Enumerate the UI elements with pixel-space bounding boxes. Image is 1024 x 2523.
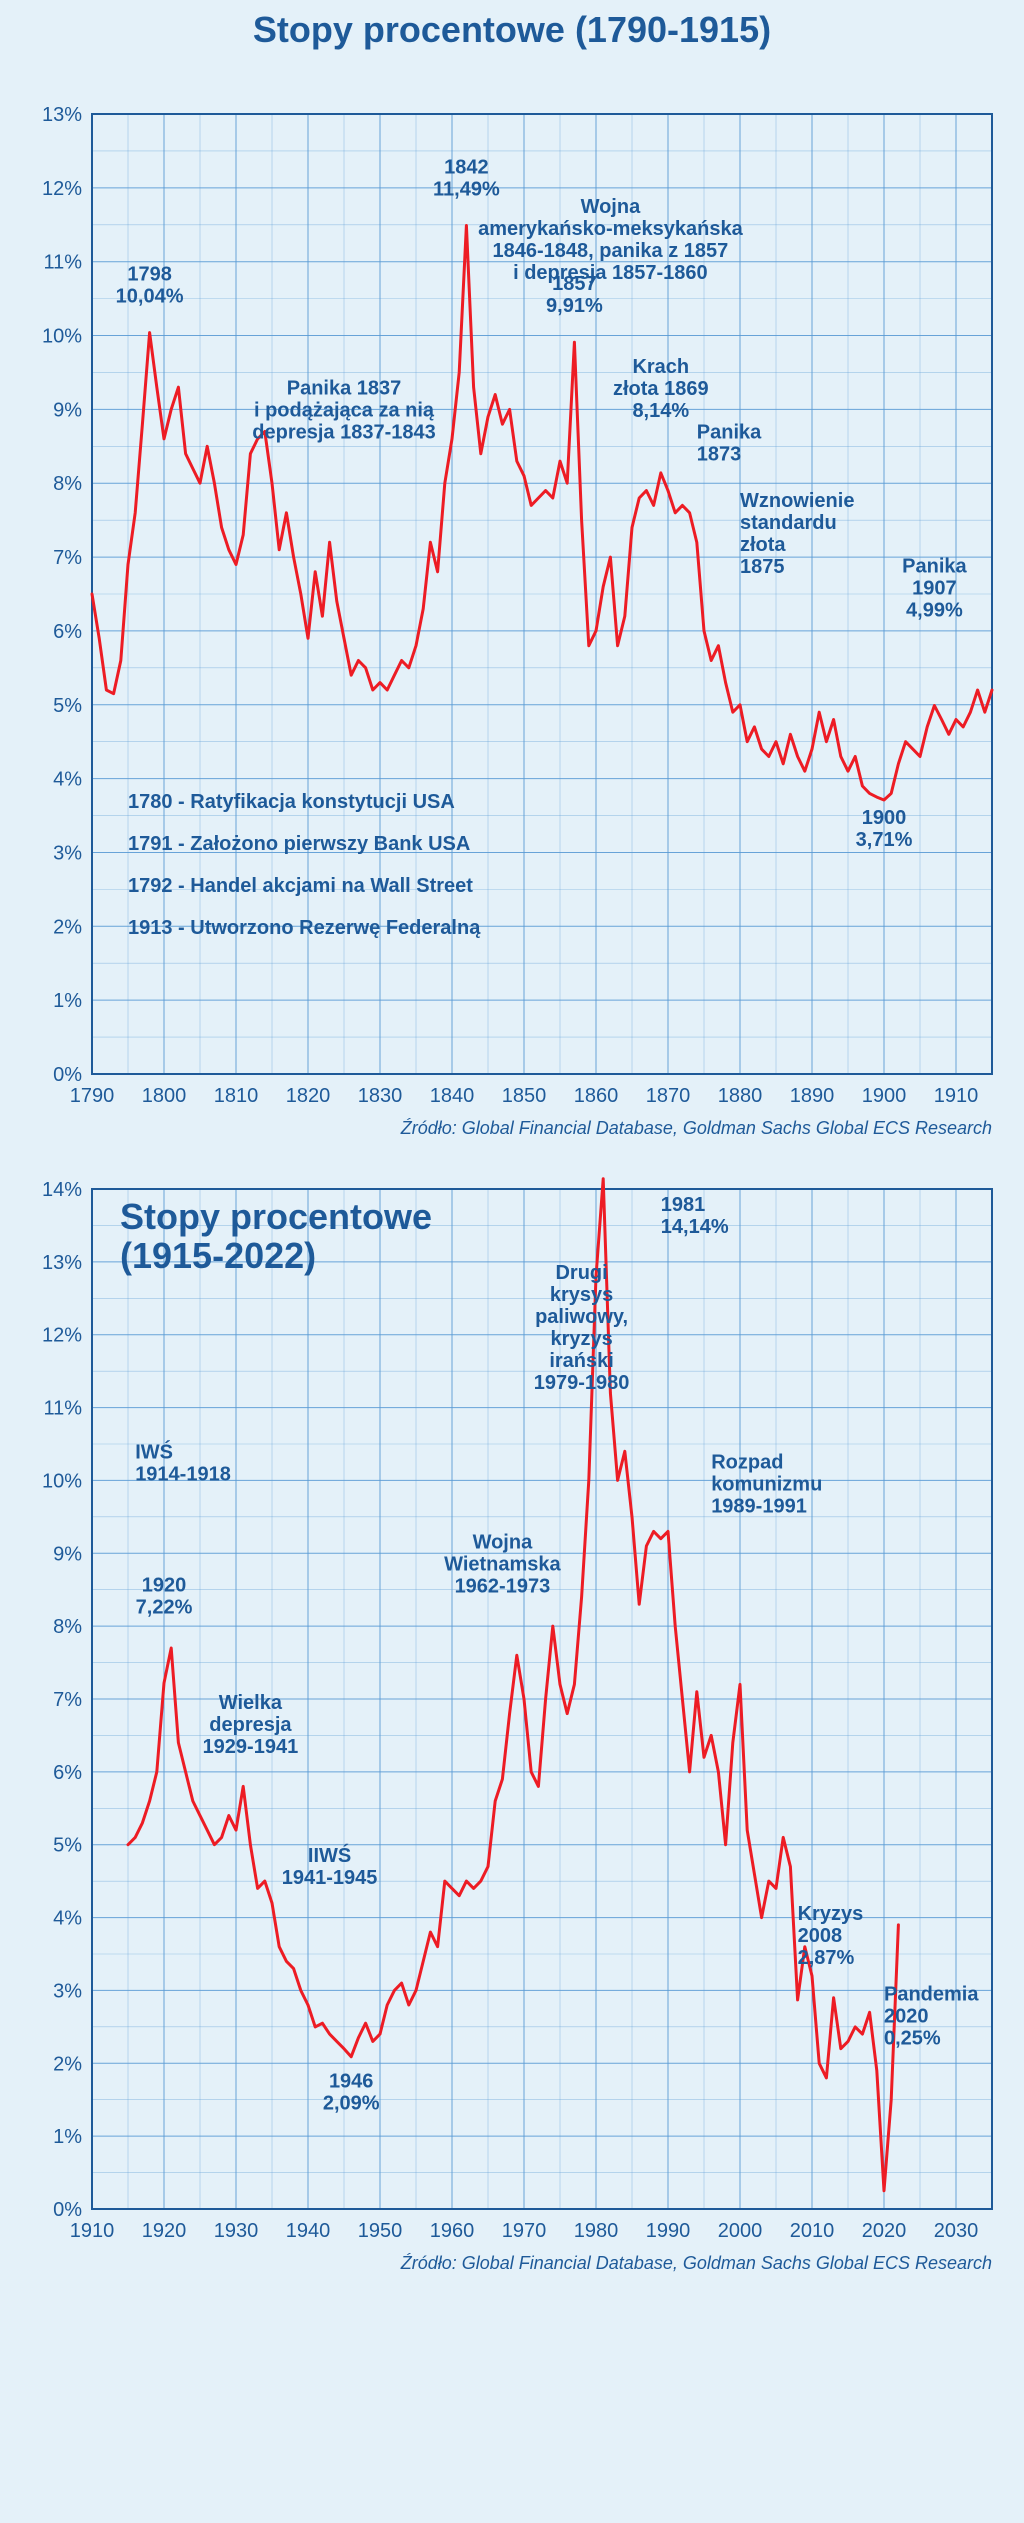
annotation: 18579,91% xyxy=(546,273,603,317)
x-tick-label: 1830 xyxy=(358,1085,403,1107)
y-tick-label: 6% xyxy=(53,1761,82,1783)
y-tick-label: 14% xyxy=(42,1179,82,1201)
y-tick-label: 6% xyxy=(53,621,82,643)
chart-2-block: Stopy procentowe(1915-2022) 0% 1% 2% 3% 4% 5%… xyxy=(20,1169,1004,2274)
y-tick-label: 10% xyxy=(42,325,82,347)
y-tick-label: 4% xyxy=(53,768,82,790)
y-tick-label: 0% xyxy=(53,1064,82,1086)
note-line: 1792 - Handel akcjami na Wall Street xyxy=(128,875,473,897)
charts-page: Stopy procentowe (1790-1915) 0% 1% 2% 3% 4% 5… xyxy=(0,0,1024,2324)
y-tick-label: 8% xyxy=(53,473,82,495)
x-tick-label: 1890 xyxy=(790,1085,835,1107)
y-tick-label: 7% xyxy=(53,1689,82,1711)
y-tick-label: 12% xyxy=(42,1324,82,1346)
y-tick-label: 9% xyxy=(53,1543,82,1565)
note-line: 1913 - Utworzono Rezerwę Federalną xyxy=(128,917,481,939)
y-tick-label: 4% xyxy=(53,1907,82,1929)
chart-1-plot: 0% 1% 2% 3% 4% 5% 6% 7% 8% 9% 10% 11% 12% 13% 1790 1800… xyxy=(20,56,1004,1114)
x-tick-label: 1880 xyxy=(718,1085,763,1107)
x-tick-label: 1860 xyxy=(574,1085,619,1107)
y-tick-label: 2% xyxy=(53,916,82,938)
note-line: 1791 - Założono pierwszy Bank USA xyxy=(128,833,470,855)
x-tick-label: 1930 xyxy=(214,2220,259,2242)
note-line: 1780 - Ratyfikacja konstytucji USA xyxy=(128,791,455,813)
x-tick-label: 1870 xyxy=(646,1085,691,1107)
x-tick-label: 1820 xyxy=(286,1085,331,1107)
x-tick-label: 2000 xyxy=(718,2220,763,2242)
y-tick-label: 12% xyxy=(42,177,82,199)
y-tick-label: 13% xyxy=(42,1251,82,1273)
y-tick-label: 5% xyxy=(53,694,82,716)
x-tick-label: 2020 xyxy=(862,2220,907,2242)
y-tick-label: 1% xyxy=(53,2126,82,2148)
chart-2-plot: 0% 1% 2% 3% 4% 5% 6% 7% 8% 9% 10% 11% 12% 13% 14% 1910 1… xyxy=(20,1169,1004,2249)
x-tick-label: 1980 xyxy=(574,2220,619,2242)
x-tick-label: 2010 xyxy=(790,2220,835,2242)
chart-2-source: Źródło: Global Financial Database, Goldm… xyxy=(20,2253,1004,2274)
y-tick-label: 0% xyxy=(53,2199,82,2221)
x-tick-label: 1960 xyxy=(430,2220,475,2242)
x-tick-label: 1850 xyxy=(502,1085,547,1107)
x-tick-label: 2030 xyxy=(934,2220,979,2242)
x-tick-label: 1900 xyxy=(862,1085,907,1107)
x-tick-label: 1920 xyxy=(142,2220,187,2242)
x-tick-label: 1910 xyxy=(70,2220,115,2242)
y-tick-label: 8% xyxy=(53,1616,82,1638)
annotation: 19207,22% xyxy=(136,1574,193,1618)
annotation: 19462,09% xyxy=(323,2070,380,2114)
x-tick-label: 1990 xyxy=(646,2220,691,2242)
y-tick-label: 10% xyxy=(42,1470,82,1492)
y-tick-label: 3% xyxy=(53,842,82,864)
y-tick-label: 2% xyxy=(53,2053,82,2075)
x-tick-label: 1950 xyxy=(358,2220,403,2242)
x-tick-label: 1910 xyxy=(934,1085,979,1107)
chart-2-title: Stopy procentowe(1915-2022) xyxy=(120,1197,432,1276)
y-tick-label: 7% xyxy=(53,547,82,569)
y-tick-label: 1% xyxy=(53,990,82,1012)
x-tick-label: 1940 xyxy=(286,2220,331,2242)
chart-1-title: Stopy procentowe (1790-1915) xyxy=(20,10,1004,50)
y-tick-label: 11% xyxy=(43,251,82,273)
y-tick-label: 5% xyxy=(53,1834,82,1856)
x-tick-label: 1840 xyxy=(430,1085,475,1107)
y-tick-label: 11% xyxy=(43,1397,82,1419)
x-tick-label: 1790 xyxy=(70,1085,115,1107)
x-tick-label: 1810 xyxy=(214,1085,259,1107)
y-tick-label: 9% xyxy=(53,399,82,421)
y-tick-label: 3% xyxy=(53,1980,82,2002)
y-tick-label: 13% xyxy=(42,104,82,126)
chart-1-source: Źródło: Global Financial Database, Goldm… xyxy=(20,1118,1004,1139)
x-tick-label: 1970 xyxy=(502,2220,547,2242)
x-tick-label: 1800 xyxy=(142,1085,187,1107)
chart-1-block: Stopy procentowe (1790-1915) 0% 1% 2% 3% 4% 5… xyxy=(20,10,1004,1139)
annotation: 19003,71% xyxy=(856,807,913,851)
